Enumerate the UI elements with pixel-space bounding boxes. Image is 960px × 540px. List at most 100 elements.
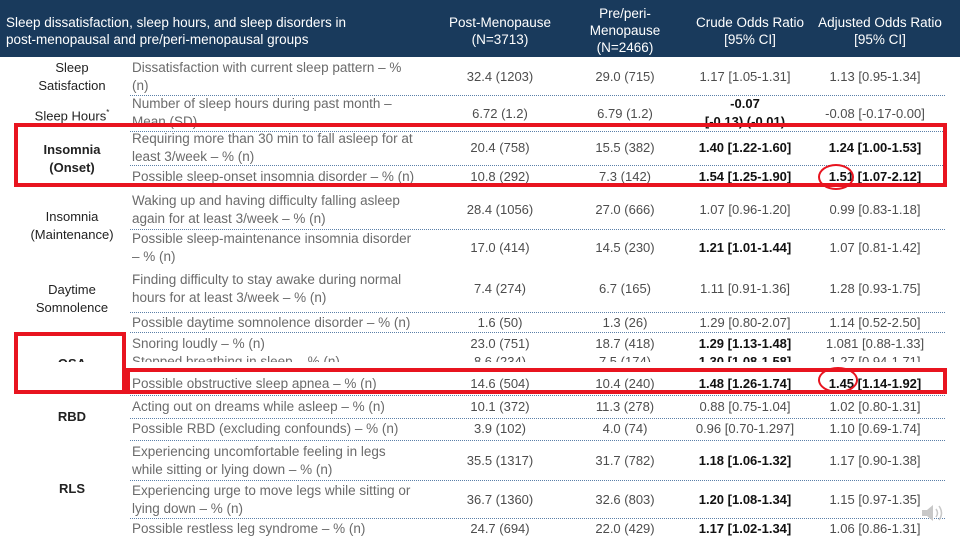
pre-value: 6.7 (165) xyxy=(598,281,652,296)
col-pre-menopause: Pre/peri- Menopause (N=2466) xyxy=(589,6,661,55)
post-value: 35.5 (1317) xyxy=(466,453,534,468)
highlight-circle-onset xyxy=(818,164,854,190)
row-description: Dissatisfaction with current sleep patte… xyxy=(132,60,402,93)
row-divider xyxy=(130,312,945,313)
table-header xyxy=(0,0,960,57)
post-value: 14.6 (504) xyxy=(470,376,530,391)
row-description: Possible sleep-onset insomnia disorder –… xyxy=(132,169,415,184)
row-description: Possible restless leg syndrome – % (n) xyxy=(132,521,366,536)
adjusted-or-value: 1.24 [1.00-1.53] xyxy=(828,140,922,155)
pre-value: 7.3 (142) xyxy=(598,169,652,184)
row-description: Snoring loudly – % (n) xyxy=(132,336,265,351)
pre-value: 11.3 (278) xyxy=(595,399,655,414)
crude-or-value: 1.17 [1.05-1.31] xyxy=(699,69,791,84)
post-value: 6.72 (1.2) xyxy=(472,106,528,121)
row-divider xyxy=(130,480,945,481)
highlight-box-osa-row xyxy=(126,368,947,394)
pre-value: 29.0 (715) xyxy=(595,69,655,84)
category-rls: RLS xyxy=(59,481,85,496)
pre-value: 10.4 (240) xyxy=(595,376,655,391)
post-value: 24.7 (694) xyxy=(470,521,530,536)
col-post-menopause: Post-Menopause (N=3713) xyxy=(448,15,552,47)
crude-or-value: 1.11 [0.91-1.36] xyxy=(699,281,791,296)
crude-or-value: 1.29 [0.80-2.07] xyxy=(699,315,791,330)
adjusted-or-value: 1.06 [0.86-1.31] xyxy=(829,521,921,536)
row-divider xyxy=(130,165,945,166)
row-overlap-mask xyxy=(0,362,960,372)
adjusted-or-value: 1.15 [0.97-1.35] xyxy=(829,492,921,507)
adjusted-or-value: 1.17 [0.90-1.38] xyxy=(829,453,921,468)
crude-or-value: 1.18 [1.06-1.32] xyxy=(698,453,792,468)
adjusted-or-value: 1.14 [0.52-2.50] xyxy=(829,315,921,330)
row-divider xyxy=(130,229,945,230)
post-value: 28.4 (1056) xyxy=(466,202,534,217)
pre-value: 22.0 (429) xyxy=(595,521,655,536)
pre-value: 32.6 (803) xyxy=(595,492,655,507)
col-crude-odds-ratio: Crude Odds Ratio [95% CI] xyxy=(695,15,805,47)
category-insomnia-onset: Insomnia (Onset) xyxy=(43,142,101,175)
category-insomnia-maintenance: Insomnia (Maintenance) xyxy=(30,209,114,242)
crude-or-value: 0.88 [0.75-1.04] xyxy=(699,399,791,414)
crude-or-value: 1.07 [0.96-1.20] xyxy=(699,202,791,217)
row-divider xyxy=(130,440,945,441)
pre-value: 18.7 (418) xyxy=(595,336,655,351)
pre-value: 27.0 (666) xyxy=(595,202,655,217)
post-value: 36.7 (1360) xyxy=(466,492,534,507)
col-adjusted-odds-ratio: Adjusted Odds Ratio [95% CI] xyxy=(818,15,942,47)
crude-or-value: 1.48 [1.26-1.74] xyxy=(698,376,792,391)
post-value: 20.4 (758) xyxy=(470,140,530,155)
post-value: 32.4 (1203) xyxy=(466,69,534,84)
category-daytime-somnolence: Daytime Somnolence xyxy=(35,282,109,315)
crude-or-value: 1.54 [1.25-1.90] xyxy=(698,169,792,184)
row-divider xyxy=(130,518,945,519)
row-description: Experiencing urge to move legs while sit… xyxy=(132,483,411,516)
post-value: 7.4 (274) xyxy=(473,281,527,296)
adjusted-or-value: 0.99 [0.83-1.18] xyxy=(829,202,921,217)
row-divider xyxy=(130,332,945,333)
highlight-circle-osa xyxy=(818,367,858,393)
crude-or-value: 0.96 [0.70-1.297] xyxy=(695,421,795,436)
speaker-icon[interactable] xyxy=(920,502,946,524)
row-divider xyxy=(130,395,945,396)
crude-or-value: 1.29 [1.13-1.48] xyxy=(698,336,792,351)
adjusted-or-value: 1.13 [0.95-1.34] xyxy=(829,69,921,84)
adjusted-or-value: 1.07 [0.81-1.42] xyxy=(829,240,921,255)
pre-value: 14.5 (230) xyxy=(595,240,655,255)
pre-value: 15.5 (382) xyxy=(595,140,655,155)
table-title: Sleep dissatisfaction, sleep hours, and … xyxy=(6,15,346,47)
post-value: 10.8 (292) xyxy=(470,169,530,184)
row-divider xyxy=(130,95,945,96)
post-value: 1.6 (50) xyxy=(477,315,523,330)
pre-value: 1.3 (26) xyxy=(602,315,648,330)
row-description: Possible RBD (excluding confounds) – % (… xyxy=(132,421,399,436)
category-sleep-hours: Sleep Hours* xyxy=(34,108,110,124)
pre-value: 4.0 (74) xyxy=(602,421,648,436)
post-value: 23.0 (751) xyxy=(470,336,530,351)
adjusted-or-value: -0.08 [-0.17-0.00] xyxy=(825,106,925,121)
adjusted-or-value: 1.10 [0.69-1.74] xyxy=(829,421,921,436)
highlight-box-osa-label xyxy=(14,332,126,394)
highlight-box-insomnia-onset xyxy=(14,123,947,187)
crude-or-value: 1.17 [1.02-1.34] xyxy=(698,521,792,536)
row-description: Possible daytime somnolence disorder – %… xyxy=(132,315,411,330)
post-value: 17.0 (414) xyxy=(470,240,530,255)
crude-or-value: 1.20 [1.08-1.34] xyxy=(698,492,792,507)
row-description: Experiencing uncomfortable feeling in le… xyxy=(132,444,386,477)
row-description: Possible sleep-maintenance insomnia diso… xyxy=(132,231,412,264)
crude-or-value: 1.21 [1.01-1.44] xyxy=(698,240,792,255)
post-value: 3.9 (102) xyxy=(473,421,527,436)
row-description: Acting out on dreams while asleep – % (n… xyxy=(132,399,385,414)
row-description: Finding difficulty to stay awake during … xyxy=(132,272,402,305)
row-description: Requiring more than 30 min to fall aslee… xyxy=(132,131,413,164)
row-divider xyxy=(130,418,945,419)
pre-value: 6.79 (1.2) xyxy=(597,106,653,121)
pre-value: 31.7 (782) xyxy=(595,453,655,468)
crude-or-value: 1.40 [1.22-1.60] xyxy=(698,140,792,155)
row-description: Possible obstructive sleep apnea – % (n) xyxy=(132,376,377,391)
category-sleep-satisfaction: Sleep Satisfaction xyxy=(38,60,106,93)
post-value: 10.1 (372) xyxy=(470,399,530,414)
adjusted-or-value: 1.02 [0.80-1.31] xyxy=(829,399,921,414)
category-rbd: RBD xyxy=(57,409,87,424)
row-description: Waking up and having difficulty falling … xyxy=(132,193,400,226)
adjusted-or-value: 1.28 [0.93-1.75] xyxy=(829,281,921,296)
